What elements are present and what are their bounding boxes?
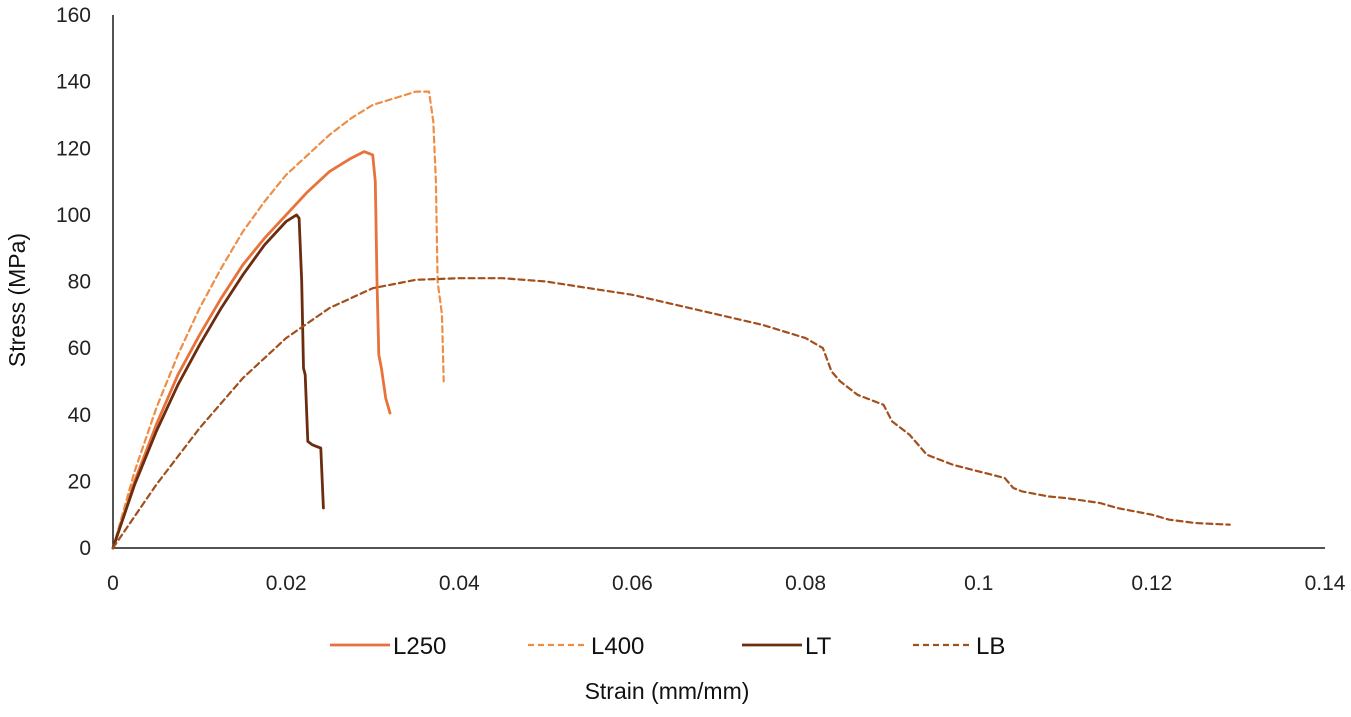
y-tick-labels: 0 20 40 60 80 100 120 140 160 xyxy=(56,4,91,560)
x-axis-title: Strain (mm/mm) xyxy=(585,678,750,704)
x-tick-label: 0.12 xyxy=(1131,572,1172,595)
legend-label-l250: L250 xyxy=(393,633,446,660)
y-tick-label: 60 xyxy=(68,337,91,360)
legend-label-lb: LB xyxy=(976,633,1005,660)
y-tick-label: 80 xyxy=(68,271,91,294)
legend-label-lt: LT xyxy=(805,633,832,660)
series-line-l250 xyxy=(111,150,392,550)
series-layer xyxy=(111,90,1231,550)
y-tick-label: 100 xyxy=(56,204,91,227)
series-line-lt xyxy=(111,213,325,550)
y-tick-label: 40 xyxy=(68,404,91,427)
axes xyxy=(112,15,1325,549)
x-tick-label: 0.1 xyxy=(964,572,993,595)
y-tick-label: 0 xyxy=(79,537,91,560)
y-tick-label: 120 xyxy=(56,137,91,160)
x-tick-labels: 0 0.02 0.04 0.06 0.08 0.1 0.12 0.14 xyxy=(107,572,1346,595)
y-tick-label: 140 xyxy=(56,71,91,94)
x-tick-label: 0.02 xyxy=(266,572,307,595)
series-line-l400 xyxy=(111,90,445,550)
x-tick-label: 0 xyxy=(107,572,119,595)
x-tick-label: 0.06 xyxy=(612,572,653,595)
y-tick-label: 20 xyxy=(68,470,91,493)
legend-label-l400: L400 xyxy=(591,633,644,660)
x-tick-label: 0.08 xyxy=(785,572,826,595)
y-axis-title: Stress (MPa) xyxy=(4,233,30,367)
x-tick-label: 0.04 xyxy=(439,572,480,595)
y-tick-label: 160 xyxy=(56,4,91,27)
series-line-lb xyxy=(111,277,1231,550)
legend: L250 L400 LT LB xyxy=(330,633,1005,660)
x-tick-label: 0.14 xyxy=(1305,572,1346,595)
